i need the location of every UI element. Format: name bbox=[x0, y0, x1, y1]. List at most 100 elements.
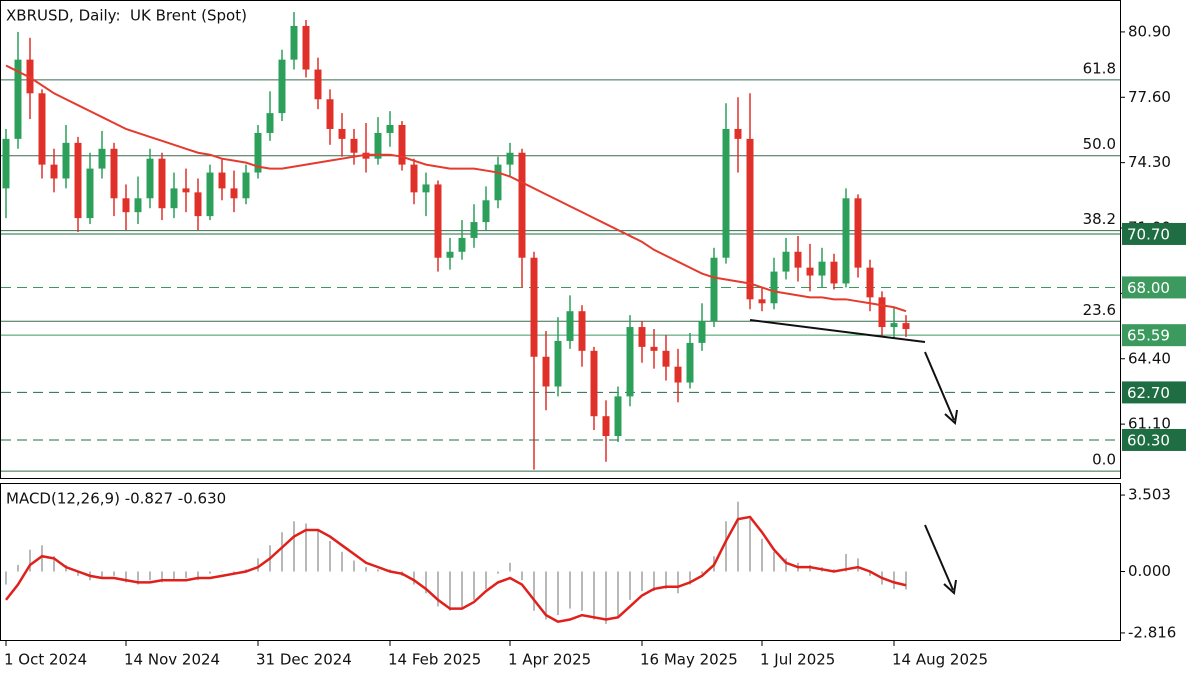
candle-body bbox=[506, 152, 514, 165]
x-tick-label: 1 Apr 2025 bbox=[508, 651, 591, 669]
macd-bar bbox=[857, 558, 859, 572]
macd-bar bbox=[461, 571, 463, 609]
y-tick-label: 0.000 bbox=[1128, 562, 1171, 580]
macd-bar bbox=[869, 571, 871, 576]
candle-body bbox=[50, 164, 58, 179]
macd-bar bbox=[185, 571, 187, 579]
macd-bar bbox=[593, 571, 595, 620]
candle-body bbox=[578, 311, 586, 351]
candle-body bbox=[110, 148, 118, 199]
x-tick-label: 31 Dec 2024 bbox=[256, 651, 352, 669]
candle-body bbox=[482, 200, 490, 223]
candle-body bbox=[182, 188, 190, 193]
macd-bar bbox=[845, 554, 847, 572]
candle-body bbox=[398, 125, 406, 165]
price-label: 65.59 bbox=[1127, 327, 1170, 345]
price-label: 70.70 bbox=[1127, 225, 1170, 243]
candle-body bbox=[146, 158, 154, 199]
macd-bar bbox=[641, 571, 643, 592]
macd-bar bbox=[149, 571, 151, 581]
macd-bar bbox=[605, 571, 607, 624]
macd-bar bbox=[617, 571, 619, 618]
candle-body bbox=[254, 132, 262, 173]
y-tick-label: 80.90 bbox=[1128, 22, 1171, 40]
candle-body bbox=[170, 188, 178, 209]
candle-body bbox=[470, 222, 478, 238]
macd-bar bbox=[317, 530, 319, 572]
price-label-box bbox=[1122, 428, 1186, 451]
price-label: 68.00 bbox=[1127, 279, 1170, 297]
candle-body bbox=[854, 198, 862, 268]
x-tick-label: 1 Jul 2025 bbox=[760, 651, 835, 669]
candle-body bbox=[14, 59, 22, 139]
candle-body bbox=[446, 251, 454, 258]
macd-bar bbox=[905, 571, 907, 590]
y-tick-label: -2.816 bbox=[1128, 623, 1176, 641]
price-label-box bbox=[1122, 324, 1186, 347]
candle-body bbox=[650, 346, 658, 351]
macd-bar bbox=[785, 558, 787, 572]
plot-layer bbox=[1, 12, 1120, 624]
candle-body bbox=[890, 323, 898, 328]
candle-body bbox=[902, 323, 910, 330]
macd-bar bbox=[497, 571, 499, 574]
macd-bar bbox=[341, 551, 343, 572]
macd-bar bbox=[449, 571, 451, 611]
candle-body bbox=[614, 396, 622, 437]
candle-body bbox=[122, 198, 130, 213]
candle-body bbox=[782, 251, 790, 272]
macd-panel bbox=[0, 483, 1121, 641]
macd-bar bbox=[701, 571, 703, 574]
macd-bar bbox=[689, 571, 691, 585]
macd-bar bbox=[17, 564, 19, 572]
macd-bar bbox=[425, 571, 427, 594]
macd-title: MACD(12,26,9) -0.827 -0.630 bbox=[6, 490, 226, 508]
macd-bar bbox=[353, 560, 355, 572]
candle-body bbox=[386, 125, 394, 133]
moving-average bbox=[5, 64, 907, 313]
macd-bar bbox=[53, 556, 55, 572]
candle-body bbox=[698, 321, 706, 343]
macd-bar bbox=[197, 571, 199, 581]
candle-body bbox=[2, 138, 10, 189]
macd-bar bbox=[41, 545, 43, 572]
candle-body bbox=[422, 184, 430, 193]
candle-body bbox=[794, 251, 802, 268]
candle-body bbox=[266, 113, 274, 133]
candle-body bbox=[818, 261, 826, 276]
price-label: 62.70 bbox=[1127, 384, 1170, 402]
macd-bar bbox=[137, 571, 139, 585]
candle-body bbox=[878, 297, 886, 328]
candle-body bbox=[770, 271, 778, 304]
arrow bbox=[924, 524, 957, 595]
candle-body bbox=[218, 172, 226, 189]
candle-body bbox=[206, 172, 214, 217]
candle-body bbox=[674, 366, 682, 383]
macd-bar bbox=[281, 532, 283, 572]
signal-line bbox=[5, 515, 907, 623]
macd-bar bbox=[725, 521, 727, 572]
macd-bar bbox=[557, 571, 559, 616]
fib-label: 23.6 bbox=[1083, 301, 1116, 319]
fib-label: 0.0 bbox=[1092, 451, 1116, 469]
candle-body bbox=[278, 59, 286, 114]
macd-bar bbox=[773, 551, 775, 572]
macd-bar bbox=[761, 538, 763, 572]
macd-bar bbox=[173, 571, 175, 581]
candle-body bbox=[410, 164, 418, 193]
candle-body bbox=[326, 99, 334, 129]
candle-body bbox=[302, 25, 310, 70]
macd-bar bbox=[377, 569, 379, 572]
candle-body bbox=[554, 340, 562, 387]
candle-body bbox=[458, 237, 466, 252]
macd-bar bbox=[125, 571, 127, 583]
macd-bar bbox=[365, 567, 367, 572]
candle-body bbox=[710, 257, 718, 322]
y-tick-label: 64.40 bbox=[1128, 349, 1171, 367]
candle-body bbox=[566, 311, 574, 341]
trend-line bbox=[749, 319, 926, 343]
macd-bar bbox=[77, 571, 79, 576]
macd-bar bbox=[521, 571, 523, 581]
macd-bar bbox=[221, 571, 223, 572]
